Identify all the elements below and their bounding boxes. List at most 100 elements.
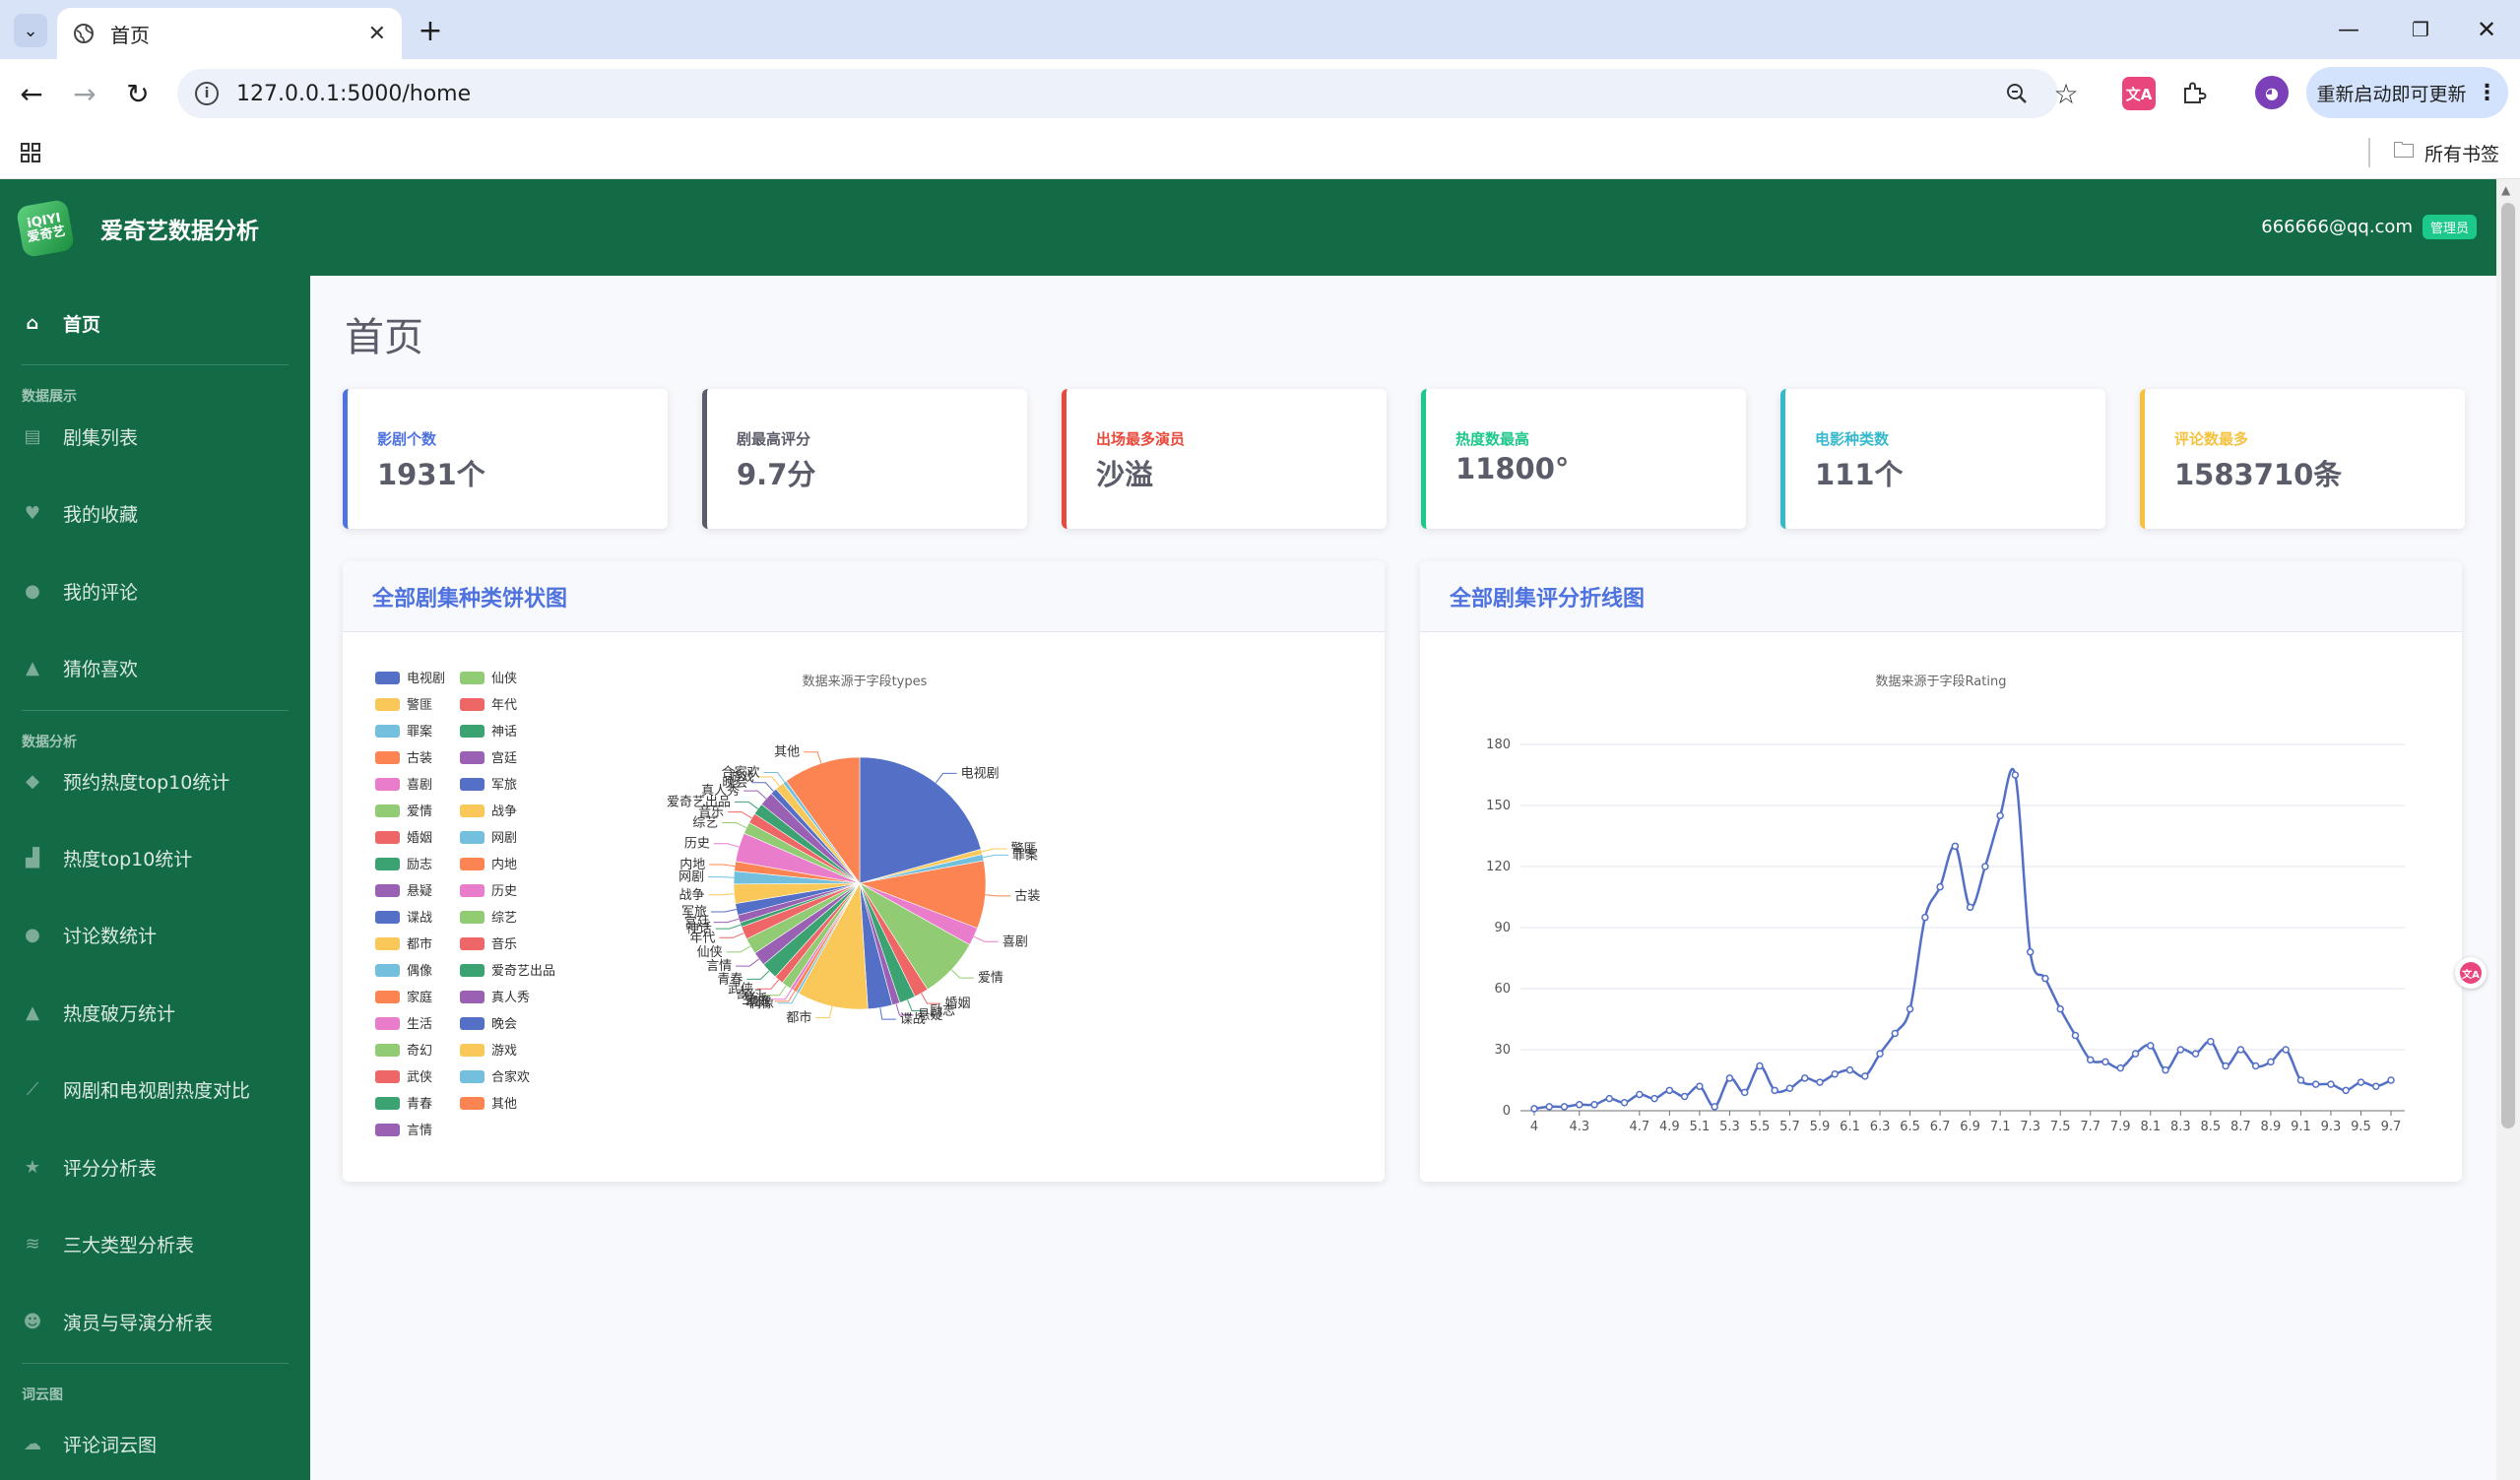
legend-swatch[interactable] <box>375 1070 400 1083</box>
legend-swatch[interactable] <box>375 672 400 684</box>
line-point[interactable] <box>1711 1103 1718 1111</box>
legend-swatch[interactable] <box>375 1017 400 1030</box>
legend-swatch[interactable] <box>460 778 485 791</box>
legend-swatch[interactable] <box>460 1097 485 1110</box>
legend-swatch[interactable] <box>375 858 400 870</box>
bookmark-star-icon[interactable]: ☆ <box>2053 77 2079 110</box>
sidebar-item-heat-top10[interactable]: ▟ 热度top10统计 <box>0 830 310 885</box>
line-point[interactable] <box>1756 1062 1764 1070</box>
browser-tab[interactable]: 首页 ✕ <box>57 8 402 59</box>
sidebar-item-wordcloud[interactable]: ☁ 评论词云图 <box>0 1416 310 1471</box>
sidebar-item-favorites[interactable]: ♥ 我的收藏 <box>0 485 310 541</box>
translate-extension-icon[interactable]: 文A <box>2122 77 2156 110</box>
legend-swatch[interactable] <box>460 1017 485 1030</box>
line-point[interactable] <box>2041 974 2049 983</box>
line-point[interactable] <box>1650 1094 1658 1103</box>
line-point[interactable] <box>1785 1084 1794 1093</box>
line-point[interactable] <box>2371 1082 2380 1090</box>
legend-swatch[interactable] <box>375 804 400 817</box>
sidebar-item-recommend[interactable]: ▲ 猜你喜欢 <box>0 640 310 695</box>
legend-swatch[interactable] <box>460 1070 485 1083</box>
legend-item[interactable]: 游戏 <box>491 1044 517 1059</box>
line-point[interactable] <box>2282 1046 2290 1054</box>
legend-item[interactable]: 励志 <box>407 858 432 872</box>
line-point[interactable] <box>1576 1101 1583 1109</box>
site-info-icon[interactable]: i <box>195 82 219 105</box>
pie-slice[interactable] <box>785 756 861 884</box>
legend-item[interactable]: 谍战 <box>407 911 432 926</box>
line-point[interactable] <box>1906 1004 1914 1013</box>
new-tab-button[interactable]: + <box>418 13 443 48</box>
legend-swatch[interactable] <box>460 911 485 924</box>
legend-item[interactable]: 警匪 <box>407 697 432 713</box>
line-point[interactable] <box>2116 1063 2125 1072</box>
legend-swatch[interactable] <box>460 831 485 844</box>
line-point[interactable] <box>2342 1086 2350 1095</box>
legend-item[interactable]: 罪案 <box>407 725 432 740</box>
line-point[interactable] <box>1966 903 1974 912</box>
line-point[interactable] <box>1725 1074 1734 1082</box>
close-window-button[interactable]: ✕ <box>2476 16 2497 43</box>
legend-item[interactable]: 仙侠 <box>491 672 517 686</box>
line-point[interactable] <box>2251 1062 2260 1070</box>
legend-swatch[interactable] <box>375 991 400 1003</box>
legend-item[interactable]: 青春 <box>407 1097 432 1112</box>
legend-item[interactable]: 内地 <box>491 857 517 872</box>
legend-swatch[interactable] <box>460 858 485 870</box>
sidebar-item-actor-director[interactable]: ☻ 演员与导演分析表 <box>0 1294 310 1349</box>
legend-swatch[interactable] <box>375 964 400 977</box>
line-point[interactable] <box>2071 1031 2080 1040</box>
legend-swatch[interactable] <box>460 937 485 950</box>
line-point[interactable] <box>1951 842 1960 851</box>
legend-item[interactable]: 言情 <box>407 1124 432 1138</box>
line-point[interactable] <box>1996 811 2004 820</box>
tab-search-button[interactable]: ⌄ <box>14 14 47 47</box>
back-button[interactable]: ← <box>20 77 43 110</box>
line-point[interactable] <box>2236 1046 2245 1054</box>
all-bookmarks-button[interactable]: 🗀 所有书签 <box>2393 136 2499 169</box>
line-point[interactable] <box>1560 1103 1569 1111</box>
close-tab-icon[interactable]: ✕ <box>367 21 386 46</box>
legend-swatch[interactable] <box>460 884 485 897</box>
sidebar-item-rating-analysis[interactable]: ★ 评分分析表 <box>0 1139 310 1194</box>
legend-item[interactable]: 神话 <box>491 725 517 740</box>
legend-item[interactable]: 偶像 <box>407 964 432 979</box>
line-point[interactable] <box>2131 1050 2140 1058</box>
legend-item[interactable]: 家庭 <box>407 990 432 1005</box>
forward-button[interactable]: → <box>73 77 97 110</box>
line-point[interactable] <box>2296 1076 2305 1084</box>
legend-swatch[interactable] <box>460 991 485 1003</box>
minimize-window-button[interactable]: — <box>2338 17 2359 42</box>
line-point[interactable] <box>2222 1062 2229 1070</box>
line-point[interactable] <box>2357 1078 2365 1086</box>
line-point[interactable] <box>1590 1101 1598 1109</box>
sidebar-item-discussion-stats[interactable]: ● 讨论数统计 <box>0 907 310 962</box>
legend-item[interactable]: 爱情 <box>407 804 432 819</box>
legend-item[interactable]: 古装 <box>407 751 432 766</box>
sidebar-item-three-types[interactable]: ≋ 三大类型分析表 <box>0 1216 310 1271</box>
legend-swatch[interactable] <box>460 964 485 977</box>
line-point[interactable] <box>1861 1072 1869 1080</box>
legend-swatch[interactable] <box>375 778 400 791</box>
url-text[interactable]: 127.0.0.1:5000/home <box>236 81 472 106</box>
legend-item[interactable]: 综艺 <box>491 911 517 926</box>
legend-item[interactable]: 婚姻 <box>407 831 432 846</box>
legend-item[interactable]: 武侠 <box>407 1070 432 1085</box>
legend-item[interactable]: 喜剧 <box>407 778 432 793</box>
page-scrollbar[interactable]: ▲ <box>2496 179 2520 1480</box>
line-point[interactable] <box>1891 1029 1900 1038</box>
legend-item[interactable]: 音乐 <box>491 936 517 952</box>
legend-item[interactable]: 宫廷 <box>491 751 517 766</box>
legend-item[interactable]: 生活 <box>407 1017 432 1032</box>
line-point[interactable] <box>1771 1086 1778 1095</box>
line-point[interactable] <box>1981 863 1989 870</box>
line-point[interactable] <box>1936 882 1944 891</box>
legend-item[interactable]: 军旅 <box>491 778 517 793</box>
line-point[interactable] <box>2311 1080 2320 1088</box>
update-browser-button[interactable]: 重新启动即可更新 ⋮ <box>2306 67 2508 118</box>
legend-swatch[interactable] <box>375 751 400 764</box>
legend-swatch[interactable] <box>375 937 400 950</box>
sidebar-item-web-vs-tv[interactable]: ⟋ 网剧和电视剧热度对比 <box>0 1062 310 1117</box>
legend-swatch[interactable] <box>460 804 485 817</box>
legend-swatch[interactable] <box>375 884 400 897</box>
